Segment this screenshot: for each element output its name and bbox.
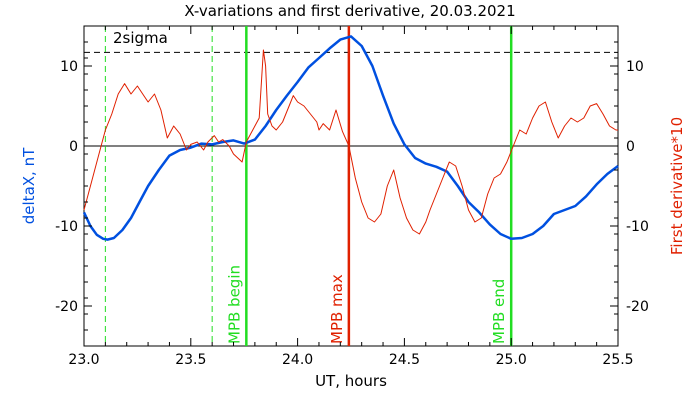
x-axis-ticks: 23.0 23.5 24.0 24.5 25.0 25.5 xyxy=(68,26,634,368)
event-label-4: MPB end xyxy=(490,279,508,344)
sigma-label: 2sigma xyxy=(113,29,168,47)
event-label-2: MPB begin xyxy=(225,265,243,344)
plot-frame xyxy=(83,25,619,347)
y-left-tick-label: 0 xyxy=(69,139,78,155)
derivative-series-line xyxy=(83,49,618,235)
x-tick-label: 24.5 xyxy=(389,352,420,368)
x-axis-label: UT, hours xyxy=(315,372,387,390)
y-axis-right-label: First derivative*10 xyxy=(668,117,686,255)
y-right-tick-label: -20 xyxy=(626,299,649,315)
deltax-series-line xyxy=(82,35,619,241)
y-right-tick-label: 10 xyxy=(626,59,644,75)
x-tick-label: 25.0 xyxy=(496,352,527,368)
y-axis-left-ticks: -20 -10 0 10 xyxy=(55,25,92,347)
y-left-tick-label: -20 xyxy=(55,299,78,315)
event-lines-group: MPB begin MPB max MPB end xyxy=(104,26,513,346)
y-axis-left-label: deltaX, nT xyxy=(20,147,38,224)
y-left-tick-label: 10 xyxy=(60,59,78,75)
series-group xyxy=(82,35,619,241)
y-left-tick-label: -10 xyxy=(55,219,78,235)
y-axis-right-ticks: -20 -10 0 10 xyxy=(610,25,649,347)
x-tick-label: 24.0 xyxy=(282,352,313,368)
x-tick-label: 23.5 xyxy=(175,352,206,368)
x-tick-label: 25.5 xyxy=(602,352,633,368)
x-tick-label: 23.0 xyxy=(68,352,99,368)
event-label-3: MPB max xyxy=(328,274,346,344)
y-right-tick-label: -10 xyxy=(626,219,649,235)
y-right-tick-label: 0 xyxy=(626,139,635,155)
chart-title: X-variations and first derivative, 20.03… xyxy=(184,2,515,20)
